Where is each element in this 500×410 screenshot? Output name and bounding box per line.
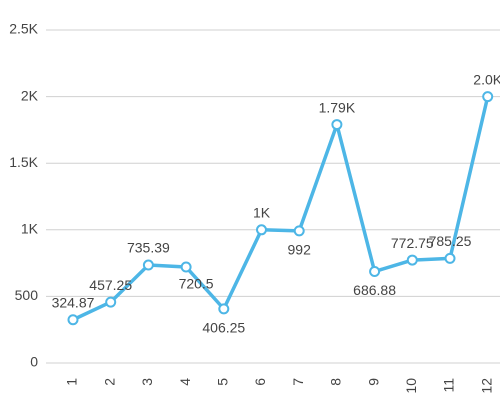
data-label: 324.87 bbox=[52, 294, 95, 310]
y-tick-label: 0 bbox=[30, 354, 38, 370]
y-tick-label: 2K bbox=[21, 87, 39, 103]
data-label: 2.0K bbox=[473, 71, 500, 87]
data-label: 785.25 bbox=[429, 233, 472, 249]
data-label: 735.39 bbox=[127, 240, 170, 256]
point bbox=[256, 224, 267, 236]
point bbox=[142, 259, 154, 271]
point bbox=[218, 303, 230, 315]
point bbox=[331, 119, 343, 131]
x-tick-label: 7 bbox=[290, 378, 306, 386]
data-label: 457.25 bbox=[89, 277, 132, 293]
data-label: 686.88 bbox=[353, 282, 396, 298]
data-label: 1.79K bbox=[319, 99, 356, 115]
y-tick-label: 1.5K bbox=[9, 154, 38, 170]
x-tick-label: 10 bbox=[403, 378, 419, 394]
line bbox=[72, 96, 490, 322]
x-tick-label: 8 bbox=[328, 378, 344, 386]
x-tick-label: 12 bbox=[478, 378, 494, 394]
data-label: 406.25 bbox=[202, 320, 245, 336]
y-tick-label: 2.5K bbox=[9, 21, 38, 37]
y-tick-label: 500 bbox=[15, 287, 39, 303]
point bbox=[444, 252, 456, 264]
data-label: 720.5 bbox=[179, 276, 214, 292]
point bbox=[482, 91, 494, 103]
x-tick-label: 1 bbox=[64, 378, 80, 386]
point bbox=[406, 254, 418, 266]
data-label: 772.75 bbox=[391, 235, 434, 251]
data-label: 1K bbox=[253, 205, 271, 221]
point bbox=[67, 314, 79, 326]
x-tick-label: 5 bbox=[215, 378, 231, 386]
point bbox=[293, 225, 305, 237]
point bbox=[369, 266, 381, 278]
point bbox=[105, 296, 117, 308]
x-tick-label: 4 bbox=[177, 378, 193, 386]
x-tick-label: 11 bbox=[441, 378, 457, 393]
x-tick-label: 6 bbox=[252, 378, 268, 386]
x-tick-label: 9 bbox=[365, 378, 381, 386]
y-tick-label: 1K bbox=[21, 221, 39, 237]
point bbox=[180, 261, 192, 273]
x-tick-label: 3 bbox=[139, 378, 155, 386]
data-label: 992 bbox=[288, 242, 312, 258]
x-tick-label: 2 bbox=[101, 378, 117, 386]
